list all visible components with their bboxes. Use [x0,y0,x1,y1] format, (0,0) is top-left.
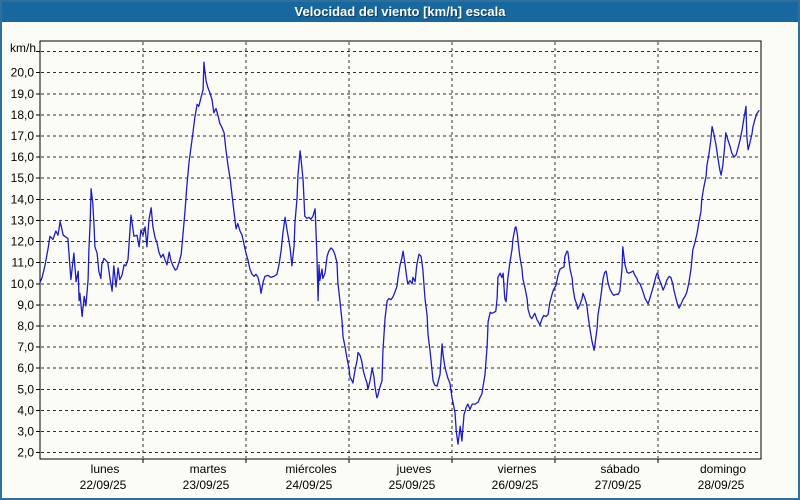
x-day-label: sábado [600,462,640,476]
x-date-label: 26/09/25 [492,478,539,492]
y-tick-label: 14,0 [11,192,35,206]
y-tick-label: 6,0 [17,361,34,375]
plot-border [39,40,762,460]
y-tick-label: 17,0 [11,129,35,143]
y-tick-label: 13,0 [11,213,35,227]
y-tick-label: 20,0 [11,66,35,80]
y-tick-label: 2,0 [17,446,34,460]
y-tick-label: 16,0 [11,150,35,164]
y-tick-label: 19,0 [11,87,35,101]
y-axis-unit-label: km/h [10,41,36,55]
x-date-label: 27/09/25 [595,478,642,492]
y-tick-label: 4,0 [17,403,34,417]
y-tick-label: 18,0 [11,108,35,122]
y-tick-label: 12,0 [11,235,35,249]
axis-labels: 2,0 3,0 4,0 5,0 6,0 7,0 8,0 9,0 10,0 11,0 12,0 13,0… [10,41,746,492]
x-day-label: lunes [91,462,120,476]
x-day-label: miércoles [285,462,336,476]
x-date-label: 25/09/25 [389,478,436,492]
window-titlebar: Velocidad del viento [km/h] escala [0,0,800,22]
x-day-label: jueves [396,462,432,476]
x-date-label: 24/09/25 [286,478,333,492]
y-tick-label: 10,0 [11,277,35,291]
y-tick-label: 5,0 [17,382,34,396]
x-day-label: martes [190,462,227,476]
x-date-label: 28/09/25 [698,478,745,492]
x-date-label: 23/09/25 [183,478,230,492]
window-title: Velocidad del viento [km/h] escala [294,3,506,19]
gridlines [41,42,760,458]
y-tick-label: 3,0 [17,425,34,439]
y-tick-label: 8,0 [17,319,34,333]
y-tick-label: 11,0 [12,256,35,270]
x-day-label: viernes [498,462,537,476]
x-date-label: 22/09/25 [80,478,127,492]
y-tick-label: 15,0 [11,171,35,185]
y-tick-label: 7,0 [17,340,34,354]
x-day-label: domingo [700,462,746,476]
wind-speed-line [39,61,760,445]
y-tick-label: 9,0 [17,298,34,312]
